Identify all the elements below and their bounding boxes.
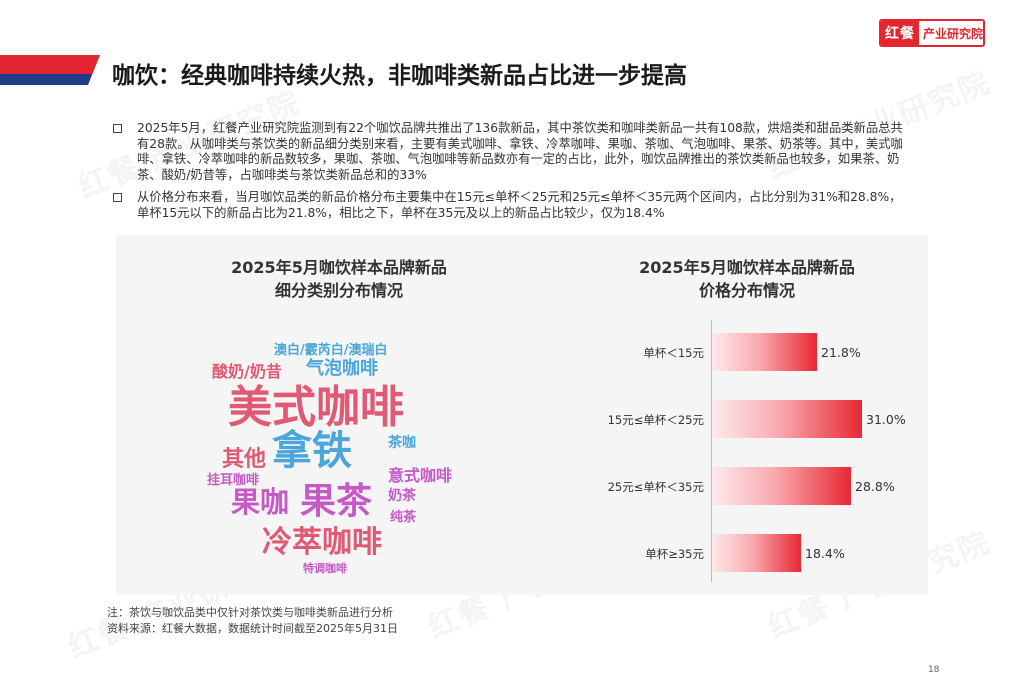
wordcloud-word: 美式咖啡 [228, 382, 404, 433]
bar-value-label: 21.8% [821, 345, 861, 360]
bar-chart-axis [711, 320, 712, 582]
page-title: 咖饮：经典咖啡持续火热，非咖啡类新品占比进一步提高 [112, 63, 687, 89]
wordcloud-word: 冷萃咖啡 [262, 525, 382, 560]
wordcloud-word: 果咖 [231, 485, 290, 519]
wordcloud-word: 酸奶/奶昔 [212, 362, 282, 381]
wordcloud-subtitle: 细分类别分布情况 [274, 281, 403, 300]
wordcloud-word: 气泡咖啡 [306, 358, 378, 379]
paragraph-text: 2025年5月，红餐产业研究院监测到有22个咖饮品牌共推出了136款新品，其中茶… [137, 121, 903, 182]
page-number: 18 [928, 665, 940, 675]
bar-value-label: 31.0% [866, 412, 906, 427]
wordcloud-word: 特调咖啡 [303, 562, 347, 575]
wordcloud-word: 茶咖 [388, 435, 416, 451]
logo-institute: 产业研究院 [922, 26, 983, 41]
bar-category-label: 单杯＜15元 [643, 346, 704, 360]
title-accent-bar [0, 55, 100, 85]
logo-brand: 红餐 [881, 21, 919, 45]
bar-1 [712, 400, 862, 438]
wordcloud-word: 纯茶 [390, 510, 417, 525]
bar-chart-subtitle: 价格分布情况 [698, 281, 795, 300]
logo: 红餐 产业研究院 [879, 19, 985, 47]
bar-value-label: 28.8% [855, 479, 895, 494]
bar-value-label: 18.4% [805, 546, 845, 561]
bar-2 [712, 467, 851, 505]
wordcloud-word: 意式咖啡 [388, 466, 453, 485]
bar-3 [712, 534, 801, 572]
bullet-square-icon [113, 124, 122, 133]
bar-0 [712, 333, 817, 371]
bar-category-label: 单杯≥35元 [645, 547, 704, 561]
paragraph-text: 从价格分布来看，当月咖饮品类的新品价格分布主要集中在15元≤单杯＜25元和25元… [137, 190, 902, 220]
wordcloud-word: 奶茶 [388, 488, 416, 504]
bar-chart-title: 2025年5月咖饮样本品牌新品 [639, 258, 855, 277]
paragraph-price-distribution: 从价格分布来看，当月咖饮品类的新品价格分布主要集中在15元≤单杯＜25元和25元… [113, 190, 913, 221]
wordcloud-word: 澳白/霰芮白/澳瑞白 [274, 343, 388, 358]
bar-category-label: 15元≤单杯＜25元 [607, 413, 704, 427]
wordcloud-title: 2025年5月咖饮样本品牌新品 [231, 258, 447, 277]
wordcloud-word: 拿铁 [272, 428, 352, 474]
footnote: 注：茶饮与咖饮品类中仅针对茶饮类与咖啡类新品进行分析 [107, 606, 393, 619]
wordcloud-word: 其他 [222, 447, 267, 472]
wordcloud-word: 挂耳咖啡 [207, 473, 260, 488]
wordcloud-word: 果茶 [300, 481, 373, 522]
bar-category-label: 25元≤单杯＜35元 [607, 480, 704, 494]
bullet-square-icon [113, 193, 122, 202]
data-source: 资料来源：红餐大数据，数据统计时间截至2025年5月31日 [107, 622, 398, 635]
paragraph-new-products: 2025年5月，红餐产业研究院监测到有22个咖饮品牌共推出了136款新品，其中茶… [113, 121, 913, 183]
